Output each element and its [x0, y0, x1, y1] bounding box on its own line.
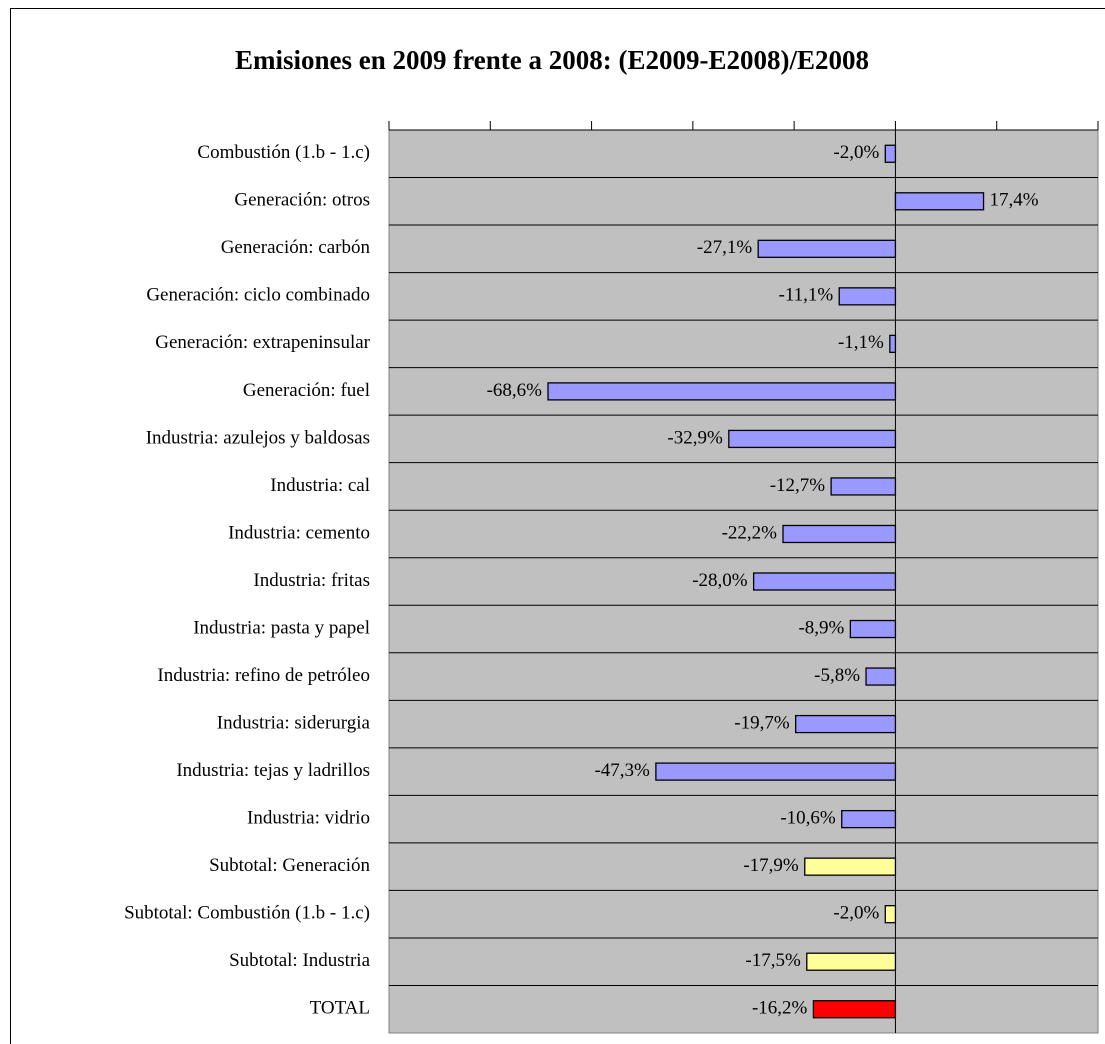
category-label: Generación: ciclo combinado: [146, 285, 370, 306]
value-label: -19,7%: [734, 712, 790, 733]
value-label: -17,9%: [743, 855, 799, 876]
category-label: TOTAL: [310, 998, 370, 1019]
category-label: Industria: cal: [270, 475, 370, 496]
bar: [889, 334, 897, 354]
value-label: -22,2%: [722, 522, 778, 543]
value-label: -1,1%: [838, 332, 884, 353]
value-label: -2,0%: [833, 142, 879, 163]
chart-title: Emisiones en 2009 frente a 2008: (E2009-…: [235, 45, 869, 75]
category-label: Subtotal: Industria: [229, 950, 370, 971]
category-label: Industria: fritas: [253, 570, 370, 591]
value-label: -28,0%: [692, 570, 748, 591]
bar: [865, 667, 897, 686]
bar: [728, 429, 897, 449]
value-label: 17,4%: [990, 190, 1039, 211]
category-label: Generación: fuel: [243, 380, 370, 401]
value-label: -32,9%: [667, 427, 723, 448]
bar: [830, 477, 897, 496]
value-label: -5,8%: [814, 665, 860, 686]
category-label: Subtotal: Generación: [209, 855, 370, 876]
bar: [884, 144, 897, 163]
bar: [849, 619, 897, 639]
category-label: Subtotal: Combustión (1.b - 1.c): [124, 903, 370, 924]
category-label: Generación: otros: [234, 190, 370, 211]
category-label: Combustión (1.b - 1.c): [197, 142, 370, 163]
bar: [812, 1000, 897, 1019]
value-label: -2,0%: [833, 903, 879, 924]
bar: [547, 382, 897, 401]
category-label: Generación: carbón: [221, 237, 371, 258]
bar: [838, 287, 897, 306]
value-label: -68,6%: [487, 380, 543, 401]
bar: [782, 524, 897, 544]
bar: [655, 762, 897, 781]
value-label: -47,3%: [594, 760, 650, 781]
plot-area: [388, 129, 1099, 1034]
bar: [752, 572, 897, 591]
value-label: -10,6%: [780, 807, 836, 828]
bar: [841, 809, 897, 829]
bar: [884, 905, 897, 924]
category-label: Industria: siderurgia: [217, 712, 371, 733]
value-label: -11,1%: [779, 285, 834, 306]
category-label: Generación: extrapeninsular: [155, 332, 370, 353]
value-label: -16,2%: [752, 998, 808, 1019]
bar: [894, 192, 985, 211]
bar: [804, 857, 897, 876]
value-label: -8,9%: [798, 617, 844, 638]
bar: [757, 239, 897, 258]
category-label: Industria: cemento: [228, 522, 370, 543]
category-label: Industria: azulejos y baldosas: [146, 427, 370, 448]
value-label: -17,5%: [745, 950, 801, 971]
value-label: -12,7%: [770, 475, 826, 496]
bar: [795, 714, 897, 734]
category-label: Industria: refino de petróleo: [157, 665, 370, 686]
category-label: Industria: vidrio: [247, 807, 370, 828]
category-label: Industria: pasta y papel: [193, 617, 370, 638]
value-label: -27,1%: [697, 237, 753, 258]
category-label: Industria: tejas y ladrillos: [176, 760, 370, 781]
bar: [806, 952, 897, 971]
